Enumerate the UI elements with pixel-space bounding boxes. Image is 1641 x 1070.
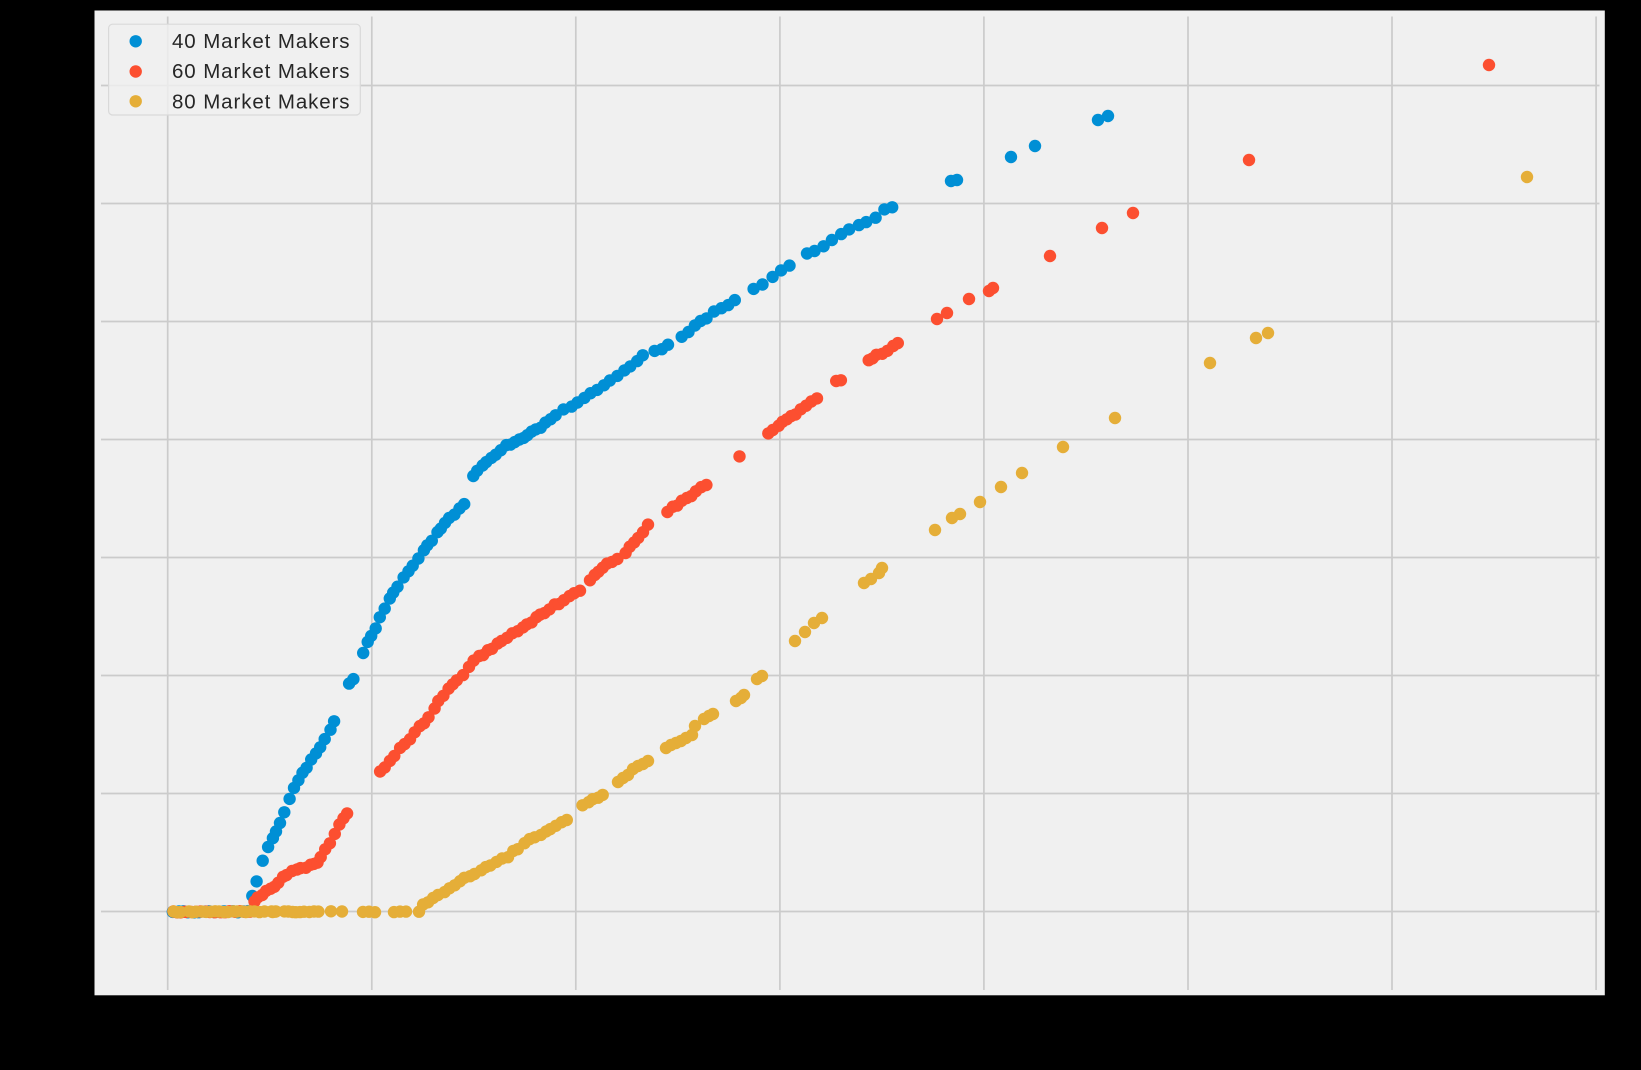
- svg-text:40 Market Makers: 40 Market Makers: [172, 30, 350, 53]
- svg-text:80 Market Makers: 80 Market Makers: [172, 90, 350, 113]
- svg-text:60 Market Makers: 60 Market Makers: [172, 60, 350, 83]
